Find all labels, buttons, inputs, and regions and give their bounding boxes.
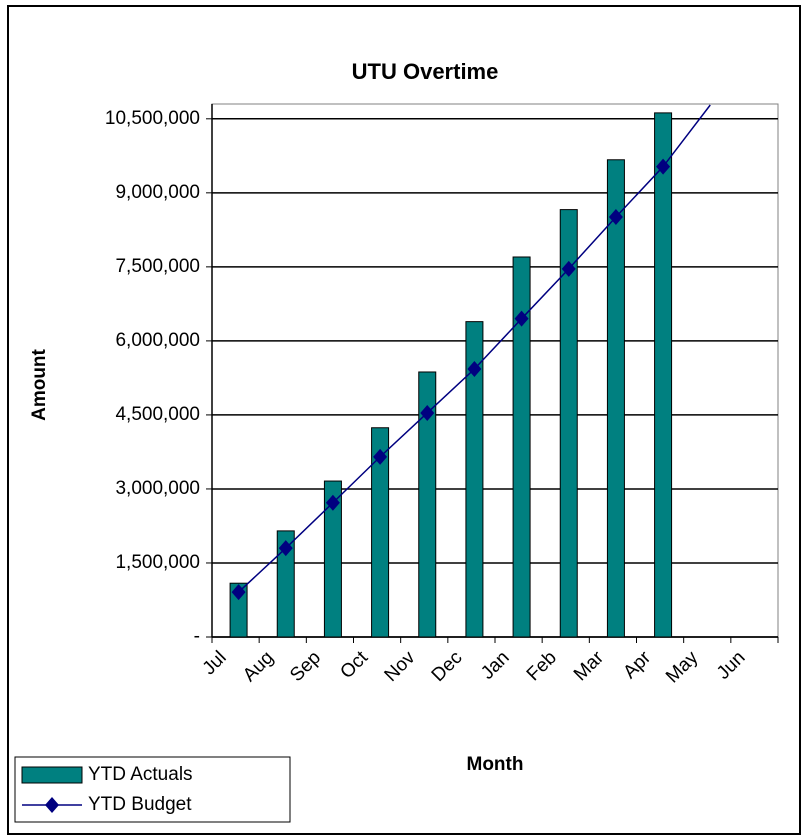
legend-swatch bbox=[21, 766, 83, 784]
bar bbox=[323, 480, 342, 638]
y-tick-label: 9,000,000 bbox=[115, 182, 200, 203]
bar bbox=[606, 159, 625, 638]
plot-area bbox=[211, 103, 779, 638]
y-tick-label: 10,500,000 bbox=[105, 108, 200, 129]
y-tick-label: 1,500,000 bbox=[115, 552, 200, 573]
line-marker bbox=[231, 584, 246, 601]
y-tick-label: 4,500,000 bbox=[115, 404, 200, 425]
bar bbox=[465, 321, 484, 638]
y-tick-label: 6,000,000 bbox=[115, 330, 200, 351]
legend-label: YTD Budget bbox=[88, 794, 192, 815]
y-tick-label: - bbox=[194, 626, 200, 647]
line-marker bbox=[373, 448, 388, 465]
chart-title: UTU Overtime bbox=[352, 59, 499, 84]
line-marker bbox=[608, 209, 623, 226]
x-axis-label: Month bbox=[467, 754, 524, 775]
line-marker bbox=[514, 310, 529, 327]
line-marker bbox=[561, 260, 576, 277]
y-tick-label: 7,500,000 bbox=[115, 256, 200, 277]
line-marker bbox=[467, 361, 482, 378]
bar bbox=[559, 209, 578, 638]
bar bbox=[654, 112, 673, 638]
bar bbox=[229, 582, 248, 638]
legend-marker bbox=[45, 797, 59, 813]
line-marker bbox=[278, 540, 293, 557]
line-marker bbox=[420, 404, 435, 421]
line-marker bbox=[325, 494, 340, 511]
bar bbox=[418, 371, 437, 638]
y-axis-label: Amount bbox=[29, 348, 50, 420]
bar bbox=[371, 427, 390, 638]
y-tick-label: 3,000,000 bbox=[115, 478, 200, 499]
bar bbox=[512, 256, 531, 638]
bar bbox=[276, 530, 295, 638]
line-marker bbox=[656, 158, 671, 175]
legend-label: YTD Actuals bbox=[88, 764, 193, 785]
